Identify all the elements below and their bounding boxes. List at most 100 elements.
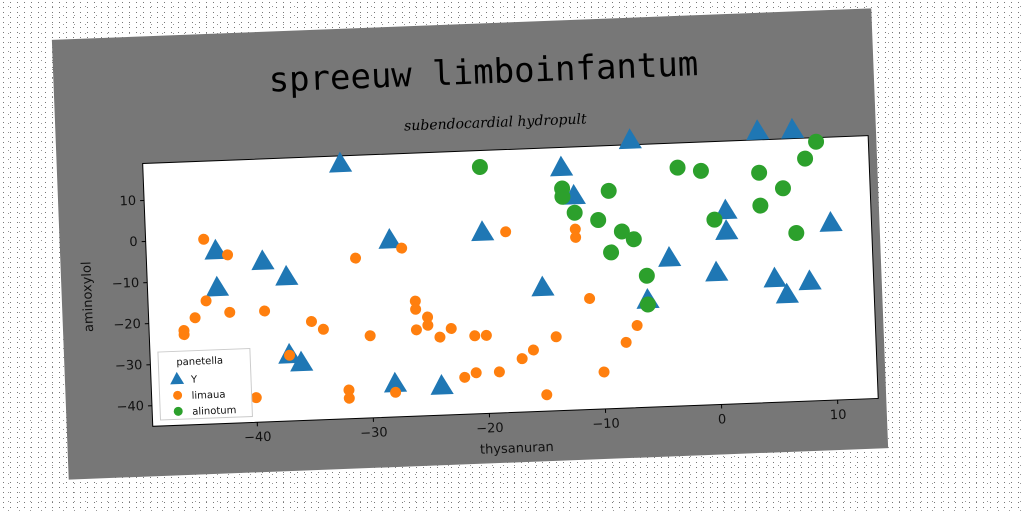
data-point-alinotum <box>613 223 630 240</box>
chart-figure: spreeuw limboinfantum subendocardial hyd… <box>51 8 889 480</box>
legend-label-y: Y <box>190 375 198 386</box>
legend-title: panetella <box>176 356 223 369</box>
data-point-limaua <box>527 344 539 356</box>
data-point-alinotum <box>706 211 723 228</box>
data-point-y <box>618 128 642 150</box>
data-point-limaua <box>598 366 610 378</box>
data-point-y <box>251 249 275 271</box>
data-point-y <box>378 227 402 249</box>
y-axis-label: aminoxylol <box>79 261 97 332</box>
data-point-limaua <box>434 331 446 343</box>
data-point-y <box>430 374 454 395</box>
data-point-y <box>383 371 408 393</box>
x-tick-label: 10 <box>830 408 847 424</box>
data-point-limaua <box>396 242 408 254</box>
data-point-limaua <box>178 325 190 337</box>
data-point-limaua <box>343 392 355 404</box>
data-point-limaua <box>569 223 581 235</box>
data-point-limaua <box>259 305 271 317</box>
data-point-limaua <box>410 324 422 336</box>
legend-marker-y <box>170 371 185 385</box>
data-point-alinotum <box>603 244 620 261</box>
data-point-y <box>329 151 353 173</box>
data-point-limaua <box>305 316 317 328</box>
data-point-limaua <box>410 303 422 315</box>
data-point-limaua <box>250 392 262 404</box>
scatter-chart: spreeuw limboinfantum subendocardial hyd… <box>79 44 879 458</box>
data-point-y <box>775 282 799 304</box>
data-point-limaua <box>200 295 212 307</box>
x-tick-label: −30 <box>360 425 388 441</box>
data-point-alinotum <box>590 212 607 229</box>
data-point-y <box>705 260 729 282</box>
data-point-limaua <box>541 389 553 401</box>
data-point-y <box>715 219 739 240</box>
data-point-limaua <box>500 226 512 238</box>
y-tick-label: −40 <box>116 399 144 415</box>
data-point-alinotum <box>692 162 709 179</box>
legend-box <box>157 348 253 421</box>
data-points <box>178 117 843 404</box>
data-point-limaua <box>620 336 632 348</box>
data-point-alinotum <box>554 188 571 205</box>
x-tick-label: −20 <box>476 421 504 437</box>
data-point-y <box>531 275 555 297</box>
data-point-alinotum <box>471 159 488 176</box>
chart-subtitle: subendocardial hydropult <box>404 111 587 134</box>
data-point-alinotum <box>774 180 791 197</box>
data-point-y <box>763 266 787 288</box>
data-point-alinotum <box>566 204 583 221</box>
data-point-limaua <box>516 353 528 365</box>
data-point-limaua <box>189 312 201 324</box>
legend-label-limaua: limaua <box>191 390 225 402</box>
data-point-limaua <box>631 319 643 331</box>
y-tick-label: 10 <box>119 194 136 210</box>
data-point-limaua <box>284 349 296 361</box>
data-point-limaua <box>480 329 492 341</box>
data-point-limaua <box>469 330 481 342</box>
data-point-limaua <box>584 292 596 304</box>
data-point-y <box>471 220 495 242</box>
legend-marker-limaua <box>173 390 183 400</box>
chart-title: spreeuw limboinfantum <box>268 44 699 100</box>
data-point-limaua <box>493 366 505 378</box>
data-point-limaua <box>459 371 471 383</box>
y-tick-label: −30 <box>115 358 143 374</box>
data-point-limaua <box>364 330 376 342</box>
data-point-limaua <box>224 306 236 318</box>
data-point-y <box>550 155 574 177</box>
data-point-alinotum <box>600 182 617 199</box>
data-point-limaua <box>445 322 457 334</box>
data-point-limaua <box>317 323 329 335</box>
data-point-alinotum <box>625 231 642 248</box>
data-point-limaua <box>422 311 434 323</box>
y-tick-label: −10 <box>112 276 140 292</box>
data-point-limaua <box>550 331 562 343</box>
data-point-limaua <box>350 252 362 264</box>
data-point-y <box>746 119 770 141</box>
y-tick-label: 0 <box>129 235 138 250</box>
data-point-alinotum <box>797 150 814 167</box>
data-point-limaua <box>422 319 434 331</box>
data-point-y <box>275 264 299 286</box>
x-axis-label: thysanuran <box>480 440 554 458</box>
plot-area <box>142 135 879 427</box>
data-point-y <box>781 117 805 139</box>
data-point-limaua <box>570 231 582 243</box>
data-point-y <box>290 350 314 372</box>
data-point-alinotum <box>788 224 805 241</box>
legend-marker-alinotum <box>173 406 183 416</box>
data-point-limaua <box>409 295 421 307</box>
axis-ticks: −40 −30 −20 −10 0 10 −40 −30 −20 −10 0 10 <box>112 194 847 446</box>
x-tick-label: 0 <box>718 412 727 427</box>
x-tick-label: −10 <box>592 416 620 432</box>
data-point-y <box>205 275 230 297</box>
data-point-limaua <box>343 384 355 396</box>
data-point-alinotum <box>669 159 686 176</box>
data-point-alinotum <box>808 133 825 150</box>
data-point-limaua <box>222 249 234 261</box>
data-point-limaua <box>390 386 402 398</box>
data-point-limaua <box>198 233 210 245</box>
